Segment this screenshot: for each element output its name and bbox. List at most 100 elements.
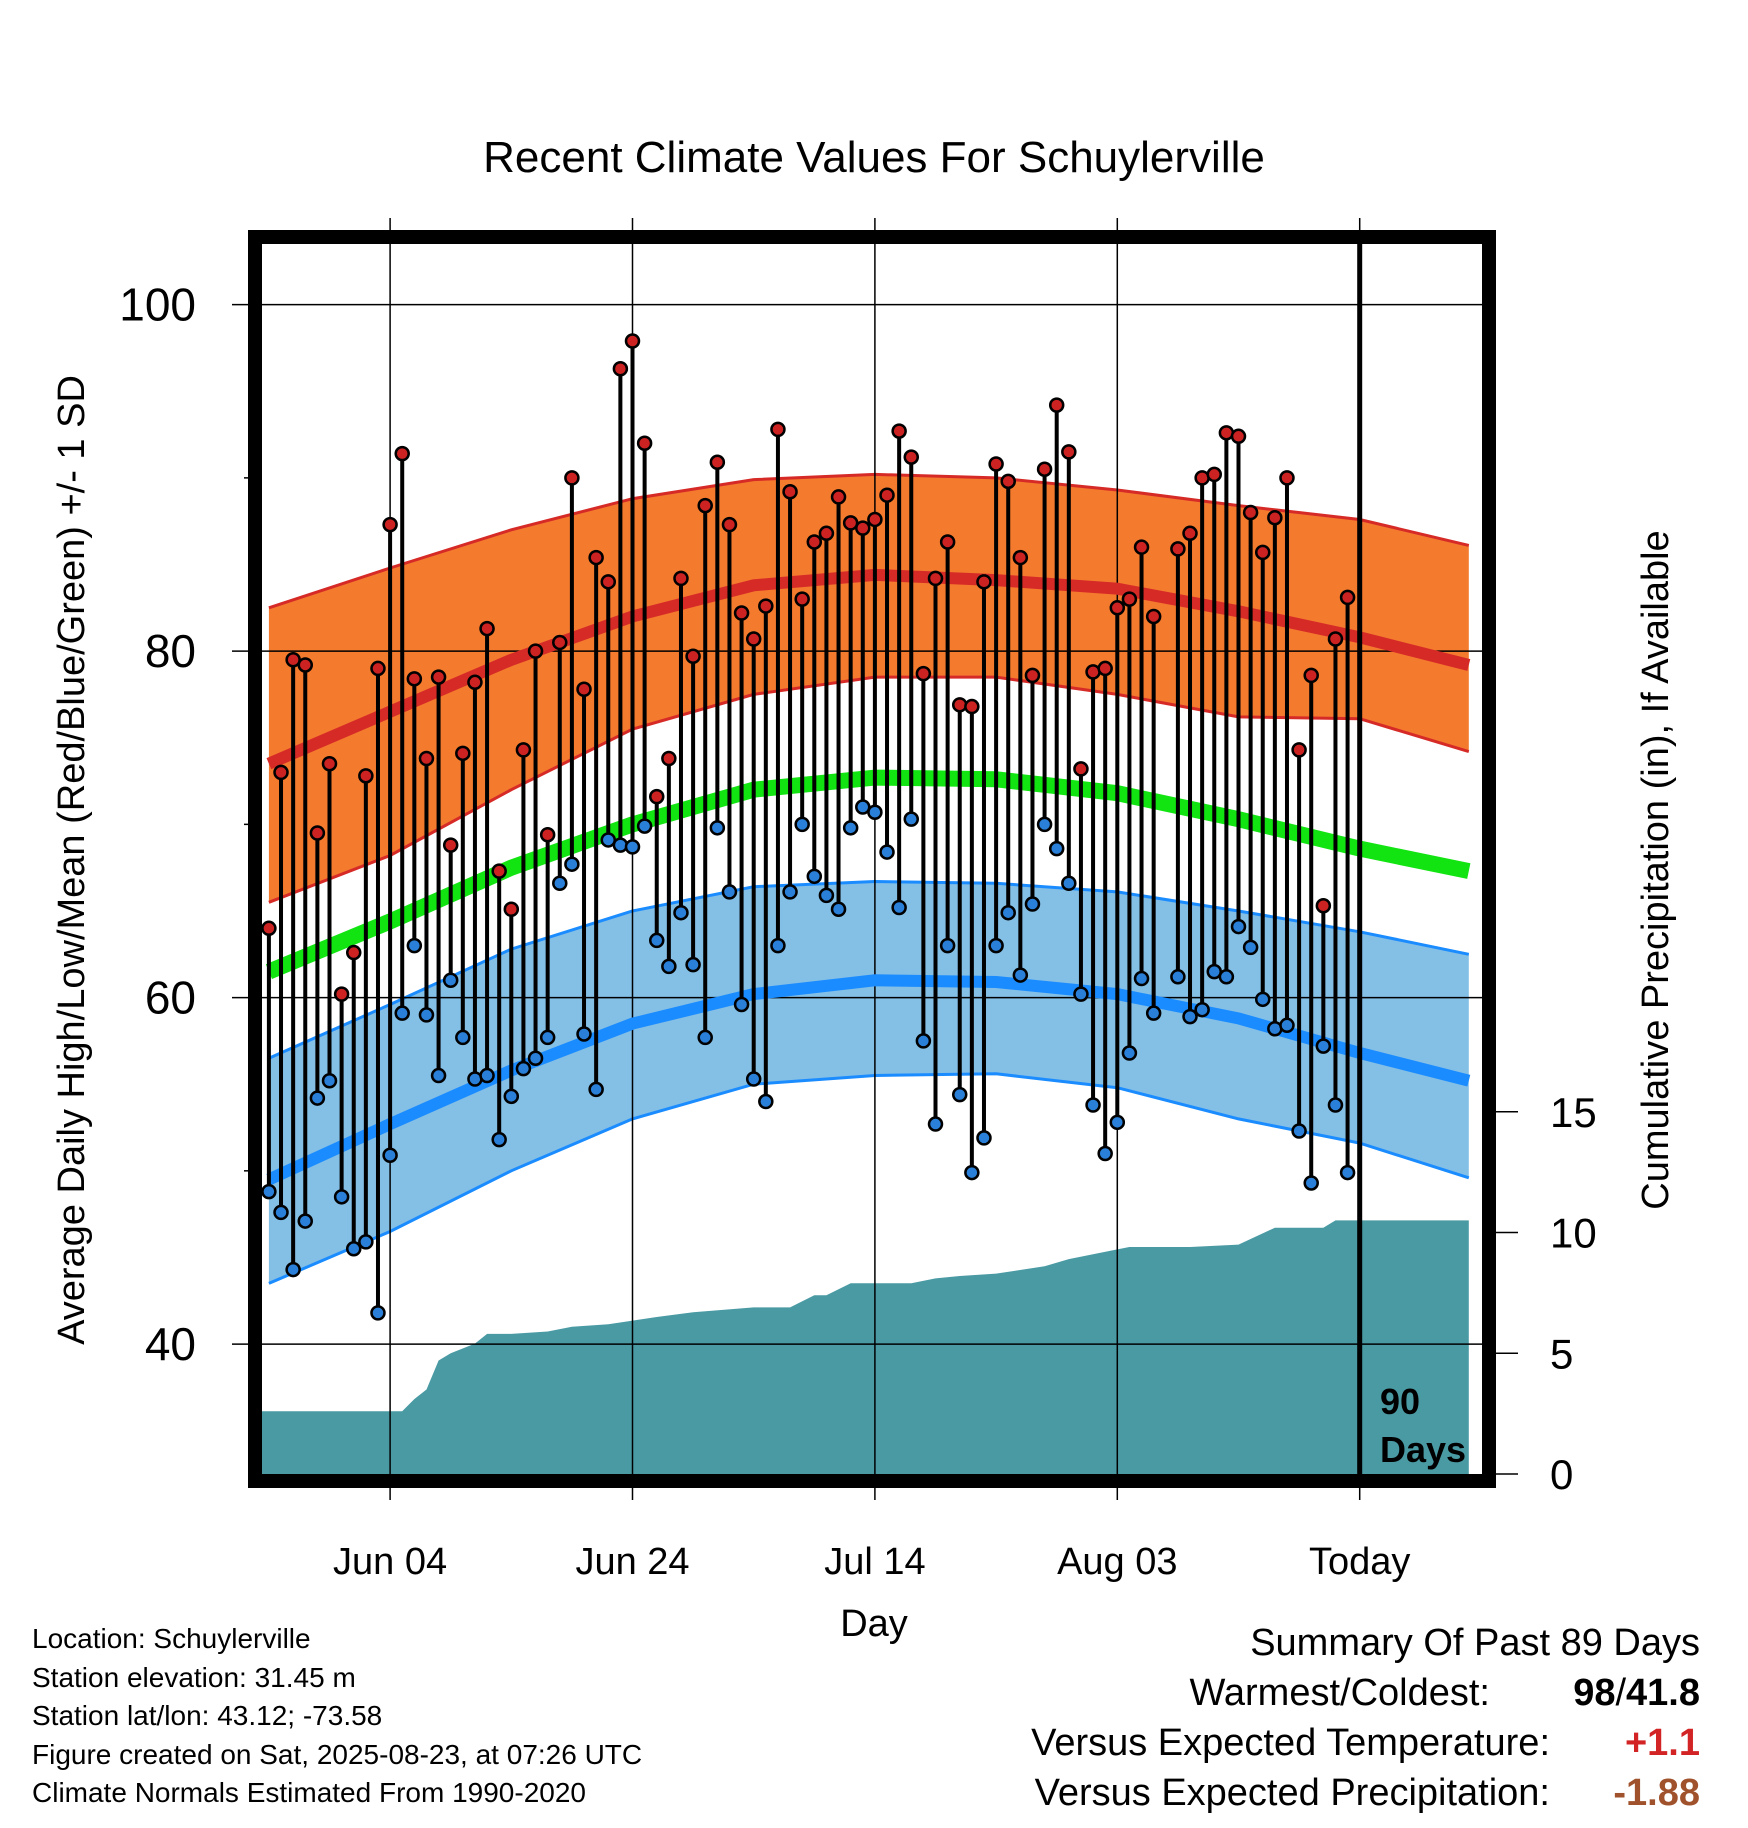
- obs-low-point: [1339, 1164, 1356, 1181]
- obs-high-point: [709, 454, 726, 471]
- y-tick-label: 100: [119, 279, 196, 331]
- obs-low-point: [648, 932, 665, 949]
- obs-high-point: [588, 549, 604, 566]
- obs-low-point: [345, 1241, 362, 1257]
- obs-high-point: [891, 423, 907, 439]
- obs-low-point: [1121, 1045, 1138, 1061]
- obs-low-point: [830, 901, 847, 917]
- obs-low-point: [1012, 967, 1029, 983]
- obs-low-point: [721, 884, 738, 900]
- y-axis-label: Average Daily High/Low/Mean (Red/Blue/Gr…: [51, 375, 93, 1345]
- obs-high-point: [418, 750, 435, 767]
- obs-high-point: [685, 648, 701, 665]
- obs-high-point: [612, 360, 629, 377]
- obs-low-point: [964, 1164, 980, 1181]
- obs-high-point: [1267, 509, 1283, 526]
- warmest-value: 98/41.8: [1550, 1668, 1700, 1718]
- obs-low-point: [370, 1305, 386, 1321]
- obs-low-point: [1145, 1005, 1162, 1021]
- obs-high-point: [1230, 428, 1247, 445]
- y2-tick-label: 10: [1550, 1210, 1597, 1257]
- obs-low-point: [394, 1005, 410, 1021]
- obs-high-point: [927, 570, 944, 587]
- obs-low-point: [1048, 840, 1065, 857]
- obs-low-point: [636, 818, 653, 834]
- obs-low-point: [879, 844, 895, 860]
- obs-high-point: [1303, 667, 1319, 684]
- obs-high-point: [673, 570, 689, 587]
- obs-high-point: [758, 598, 774, 614]
- obs-low-point: [1182, 1008, 1198, 1025]
- obs-high-point: [1279, 470, 1295, 486]
- obs-low-point: [733, 996, 750, 1013]
- obs-low-point: [406, 937, 423, 954]
- obs-low-point: [685, 956, 701, 973]
- obs-low-point: [770, 937, 786, 954]
- temp-value: +1.1: [1624, 1722, 1700, 1764]
- summary-heading: Summary Of Past 89 Days: [1250, 1622, 1700, 1664]
- temp-label: Versus Expected Temperature:: [1031, 1722, 1550, 1764]
- x-tick-label: Jul 14: [824, 1541, 925, 1583]
- obs-low-point: [491, 1131, 507, 1148]
- obs-high-point: [1291, 742, 1307, 758]
- obs-low-point: [430, 1067, 447, 1084]
- obs-high-point: [1073, 761, 1089, 777]
- obs-low-point: [709, 820, 726, 836]
- obs-low-point: [1303, 1175, 1319, 1191]
- obs-high-point: [1339, 589, 1356, 606]
- station-info: Location: Schuylerville Station elevatio…: [32, 1620, 642, 1813]
- obs-high-point: [879, 487, 895, 503]
- obs-low-point: [1085, 1097, 1101, 1113]
- obs-high-point: [345, 944, 362, 961]
- obs-high-point: [1254, 544, 1271, 561]
- location-text: Location: Schuylerville: [32, 1623, 311, 1654]
- summary-panel: Summary Of Past 89 Days Warmest/Coldest:…: [1031, 1618, 1700, 1818]
- plot-area: [262, 244, 1482, 1474]
- obs-high-point: [262, 920, 277, 937]
- obs-low-point: [527, 1050, 544, 1066]
- obs-high-point: [951, 697, 968, 713]
- y-tick-label: 60: [145, 972, 196, 1024]
- obs-high-point: [624, 333, 641, 349]
- obs-low-point: [939, 937, 956, 954]
- today-label-line2: Days: [1380, 1429, 1466, 1470]
- obs-low-point: [745, 1071, 762, 1087]
- obs-low-point: [1061, 875, 1077, 892]
- obs-high-point: [794, 591, 810, 607]
- obs-low-point: [1133, 970, 1150, 987]
- summary-temp-row: Versus Expected Temperature: +1.1: [1031, 1718, 1700, 1768]
- obs-low-point: [867, 804, 883, 820]
- warmest-value-sep: /: [1615, 1672, 1627, 1714]
- y2-axis-label: Cumulative Precipitation (in), If Availa…: [1635, 530, 1677, 1209]
- obs-low-point: [262, 1183, 277, 1200]
- obs-low-point: [818, 887, 835, 904]
- warmest-value-high: 98: [1573, 1672, 1616, 1714]
- obs-low-point: [661, 958, 677, 975]
- obs-low-point: [1097, 1145, 1113, 1162]
- elevation-text: Station elevation: 31.45 m: [32, 1661, 356, 1693]
- obs-low-point: [455, 1029, 471, 1046]
- obs-high-point: [855, 520, 871, 536]
- obs-low-point: [673, 904, 689, 921]
- obs-high-point: [818, 525, 835, 542]
- obs-high-point: [442, 837, 459, 853]
- obs-high-point: [867, 511, 883, 528]
- plot-border: [248, 230, 1496, 1488]
- obs-high-point: [273, 764, 289, 781]
- obs-low-point: [358, 1234, 374, 1250]
- obs-low-point: [588, 1081, 604, 1098]
- obs-low-point: [309, 1090, 326, 1106]
- y-tick-label: 40: [145, 1318, 196, 1370]
- obs-high-point: [1242, 504, 1259, 521]
- obs-high-point: [1024, 667, 1041, 684]
- obs-high-point: [491, 863, 507, 879]
- obs-high-point: [576, 681, 592, 697]
- obs-high-point: [358, 768, 374, 784]
- obs-high-point: [806, 534, 823, 550]
- obs-low-point: [1279, 1017, 1295, 1034]
- obs-high-point: [382, 516, 398, 533]
- obs-high-point: [1048, 397, 1065, 413]
- obs-high-point: [721, 516, 738, 533]
- summary-warmest-row: Warmest/Coldest: 98/41.8: [1031, 1668, 1700, 1718]
